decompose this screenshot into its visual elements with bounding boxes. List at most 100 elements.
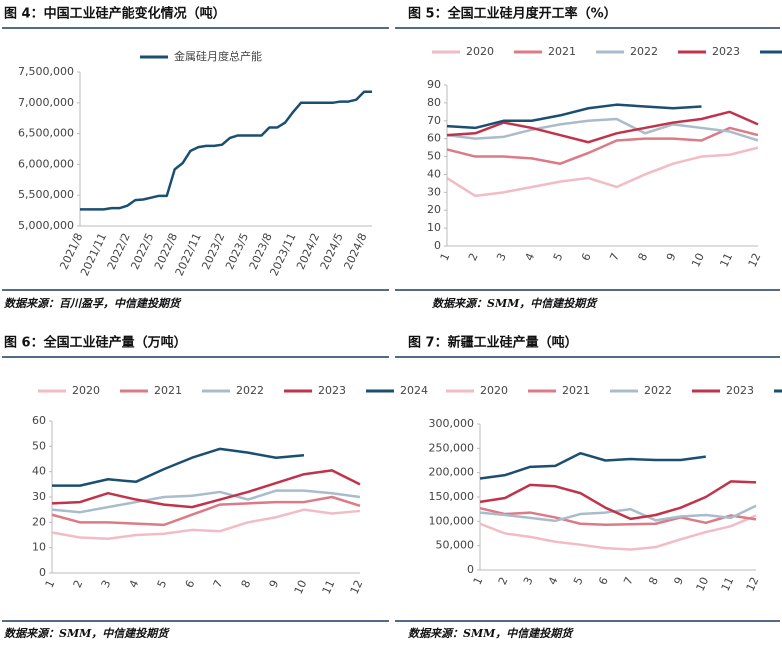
series-line <box>51 489 361 514</box>
x-tick-label: 11 <box>717 251 735 269</box>
y-tick-label: 20 <box>32 515 46 528</box>
legend-label: 2022 <box>630 45 658 58</box>
series-line <box>446 110 759 144</box>
series-line <box>479 506 757 526</box>
y-tick-label: 100,000 <box>429 514 475 527</box>
legend-label: 2020 <box>480 384 508 397</box>
x-tick-label: 5 <box>155 578 170 590</box>
legend-label: 2024 <box>400 384 428 397</box>
x-tick-label: 6 <box>183 578 198 590</box>
x-tick-label: 1 <box>43 578 58 590</box>
y-tick-label: 30 <box>427 185 441 198</box>
x-tick-label: 4 <box>546 575 561 587</box>
y-tick-label: 5,000,000 <box>18 219 74 232</box>
x-tick-label: 9 <box>671 575 686 587</box>
source-note: 数据来源：SMM，中信建投期货 <box>432 297 598 310</box>
y-tick-label: 90 <box>427 78 441 91</box>
x-tick-label: 9 <box>664 251 679 263</box>
series-line <box>80 90 372 211</box>
legend-label: 2020 <box>466 45 494 58</box>
y-tick-label: 0 <box>434 239 441 252</box>
y-tick-label: 70 <box>427 114 441 127</box>
y-tick-label: 60 <box>32 414 46 427</box>
x-tick-label: 2 <box>466 251 481 263</box>
legend-label: 2021 <box>562 384 590 397</box>
x-tick-label: 10 <box>689 251 707 269</box>
x-tick-label: 10 <box>292 578 310 596</box>
series-line <box>479 514 757 551</box>
y-tick-label: 50 <box>427 150 441 163</box>
series-line <box>52 447 305 487</box>
x-tick-label: 8 <box>239 578 254 590</box>
x-tick-label: 7 <box>607 251 622 263</box>
legend-label: 2023 <box>318 384 346 397</box>
y-tick-label: 40 <box>32 465 46 478</box>
y-tick-label: 0 <box>467 563 474 576</box>
x-tick-label: 5 <box>551 251 566 263</box>
series-line <box>51 495 361 527</box>
chart-title: 图 6：全国工业硅产量（万吨） <box>4 335 187 351</box>
y-tick-label: 200,000 <box>429 466 475 479</box>
x-tick-label: 3 <box>494 251 509 263</box>
x-tick-label: 3 <box>521 575 536 587</box>
x-tick-label: 12 <box>744 575 762 593</box>
x-tick-label: 10 <box>694 575 712 593</box>
x-tick-label: 6 <box>596 575 611 587</box>
x-tick-label: 5 <box>571 575 586 587</box>
x-tick-label: 8 <box>636 251 651 263</box>
y-tick-label: 5,500,000 <box>18 188 74 201</box>
x-tick-label: 11 <box>719 575 737 593</box>
series-line <box>51 469 361 509</box>
y-tick-label: 0 <box>39 566 46 579</box>
legend-label: 2023 <box>712 45 740 58</box>
y-tick-label: 6,000,000 <box>18 157 74 170</box>
x-tick-label: 4 <box>127 578 142 590</box>
x-tick-label: 6 <box>579 251 594 263</box>
x-tick-label: 2 <box>71 578 86 590</box>
x-tick-label: 7 <box>211 578 226 590</box>
x-tick-label: 12 <box>746 251 764 269</box>
legend-label: 2022 <box>236 384 264 397</box>
legend-label: 2022 <box>644 384 672 397</box>
legend-label: 金属硅月度总产能 <box>174 49 262 63</box>
x-tick-label: 2024/8 <box>341 231 369 272</box>
legend-label: 2021 <box>154 384 182 397</box>
y-tick-label: 150,000 <box>429 490 475 503</box>
y-tick-label: 50 <box>32 439 46 452</box>
y-tick-label: 10 <box>32 541 46 554</box>
y-tick-label: 250,000 <box>429 441 475 454</box>
series-line <box>479 451 706 480</box>
x-tick-label: 9 <box>267 578 282 590</box>
y-tick-label: 7,500,000 <box>18 65 74 78</box>
series-line <box>479 480 757 521</box>
chart-title: 图 7：新疆工业硅产量（吨） <box>408 335 578 351</box>
y-tick-label: 80 <box>427 96 441 109</box>
x-tick-label: 3 <box>99 578 114 590</box>
x-tick-label: 7 <box>621 575 636 587</box>
source-note: 数据来源：SMM，中信建投期货 <box>4 627 170 640</box>
source-note: 数据来源：SMM，中信建投期货 <box>408 627 574 640</box>
legend-label: 2023 <box>726 384 754 397</box>
series-line <box>479 504 757 523</box>
x-tick-label: 2 <box>496 575 511 587</box>
series-line <box>446 117 759 142</box>
series-line <box>446 146 759 198</box>
chart-title: 图 4：中国工业硅产能变化情况（吨） <box>4 6 226 22</box>
series-line <box>446 126 759 165</box>
y-tick-label: 10 <box>427 221 441 234</box>
y-tick-label: 60 <box>427 132 441 145</box>
legend-label: 2020 <box>72 384 100 397</box>
series-line <box>51 508 361 541</box>
x-tick-label: 1 <box>471 575 486 587</box>
y-tick-label: 300,000 <box>429 417 475 430</box>
y-tick-label: 40 <box>427 167 441 180</box>
y-tick-label: 20 <box>427 203 441 216</box>
y-tick-label: 7,000,000 <box>18 96 74 109</box>
y-tick-label: 30 <box>32 490 46 503</box>
x-tick-label: 11 <box>320 578 338 596</box>
x-tick-label: 8 <box>646 575 661 587</box>
y-tick-label: 6,500,000 <box>18 127 74 140</box>
x-tick-label: 1 <box>438 251 453 263</box>
y-tick-label: 50,000 <box>436 539 475 552</box>
